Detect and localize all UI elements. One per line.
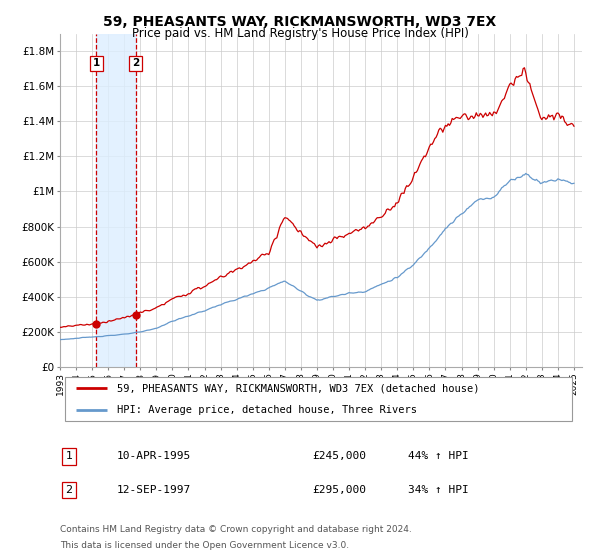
Text: Price paid vs. HM Land Registry's House Price Index (HPI): Price paid vs. HM Land Registry's House … (131, 27, 469, 40)
Bar (97, 34, 136, 367)
Text: £245,000: £245,000 (312, 451, 366, 461)
Text: 10-APR-1995: 10-APR-1995 (117, 451, 191, 461)
Text: 59, PHEASANTS WAY, RICKMANSWORTH, WD3 7EX (detached house): 59, PHEASANTS WAY, RICKMANSWORTH, WD3 7E… (118, 383, 480, 393)
Text: 44% ↑ HPI: 44% ↑ HPI (408, 451, 469, 461)
Text: 12-SEP-1997: 12-SEP-1997 (117, 485, 191, 495)
Text: 2: 2 (65, 485, 73, 495)
Text: £295,000: £295,000 (312, 485, 366, 495)
Text: 2: 2 (132, 58, 139, 68)
Text: HPI: Average price, detached house, Three Rivers: HPI: Average price, detached house, Thre… (118, 405, 418, 415)
Text: Contains HM Land Registry data © Crown copyright and database right 2024.: Contains HM Land Registry data © Crown c… (60, 525, 412, 534)
Text: 1: 1 (93, 58, 100, 68)
FancyBboxPatch shape (65, 377, 572, 421)
Text: 1: 1 (65, 451, 73, 461)
Text: This data is licensed under the Open Government Licence v3.0.: This data is licensed under the Open Gov… (60, 542, 349, 550)
Text: 59, PHEASANTS WAY, RICKMANSWORTH, WD3 7EX: 59, PHEASANTS WAY, RICKMANSWORTH, WD3 7E… (103, 15, 497, 29)
Text: 34% ↑ HPI: 34% ↑ HPI (408, 485, 469, 495)
